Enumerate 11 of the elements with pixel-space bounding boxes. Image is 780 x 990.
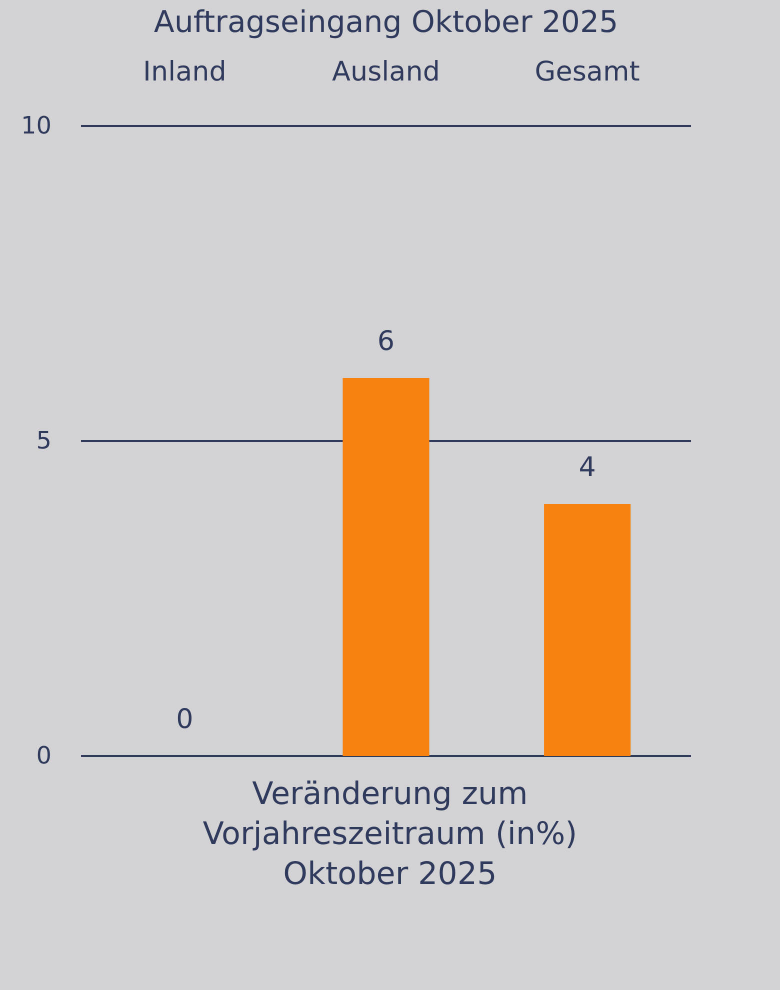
x-tick-label: Inland xyxy=(142,56,226,88)
data-label: 4 xyxy=(578,452,596,483)
x-tick-label: Ausland xyxy=(332,56,440,88)
data-label: 6 xyxy=(377,326,395,357)
data-label: 0 xyxy=(176,704,194,735)
x-tick-label: Gesamt xyxy=(534,56,640,88)
y-tick-label: 5 xyxy=(36,426,52,454)
x-axis-title: Veränderung zum Vorjahreszeitraum (in%) Oktober 2025 xyxy=(202,775,578,894)
y-tick-label: 0 xyxy=(36,742,52,770)
chart-title: Auftragseingang Oktober 2025 xyxy=(154,5,618,40)
y-tick-label: 10 xyxy=(20,112,52,140)
